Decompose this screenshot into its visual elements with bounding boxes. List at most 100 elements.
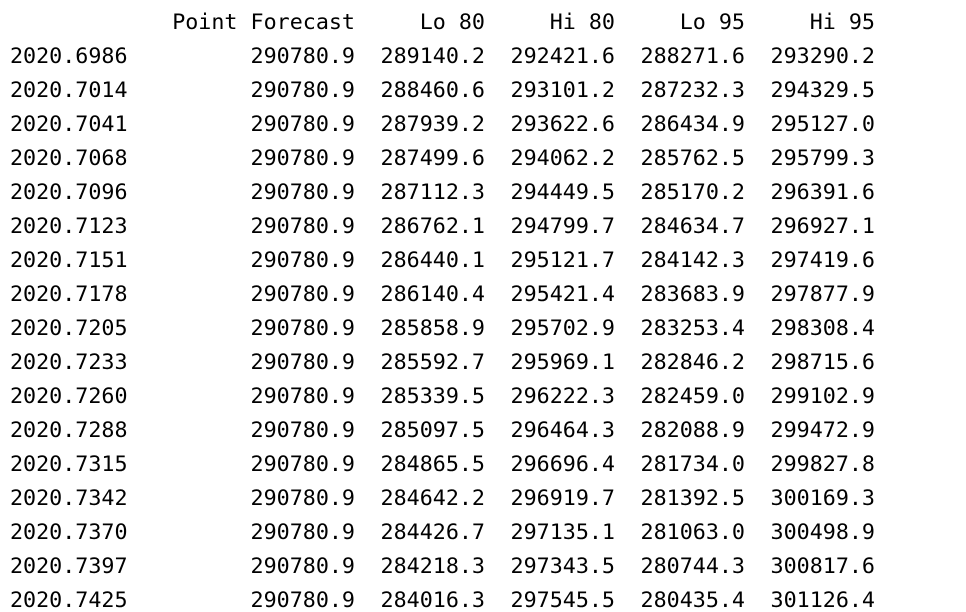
lo-80-cell: 284865.5 <box>380 452 485 477</box>
hi-95-cell: 299102.9 <box>770 384 875 409</box>
lo-95-cell: 288271.6 <box>640 44 745 69</box>
hi-80-cell: 292421.6 <box>510 44 615 69</box>
table-row: 2020.7068 290780.9 287499.6 294062.2 285762.… <box>10 142 875 176</box>
forecast-table: Point Forecast Lo 80 Hi 80 Lo 95 Hi 95 2… <box>10 6 875 612</box>
hi-95-cell: 300498.9 <box>770 520 875 545</box>
hi-80-cell: 296222.3 <box>510 384 615 409</box>
table-row: 2020.7014 290780.9 288460.6 293101.2 287232.… <box>10 74 875 108</box>
point-forecast-cell: 290780.9 <box>250 588 355 612</box>
table-row: 2020.7096 290780.9 287112.3 294449.5 285170.… <box>10 176 875 210</box>
hi-95-cell: 300817.6 <box>770 554 875 579</box>
lo-80-cell: 284642.2 <box>380 486 485 511</box>
lo-80-cell: 289140.2 <box>380 44 485 69</box>
point-forecast-cell: 290780.9 <box>250 282 355 307</box>
hi-80-cell: 296696.4 <box>510 452 615 477</box>
point-forecast-cell: 290780.9 <box>250 214 355 239</box>
point-forecast-cell: 290780.9 <box>250 418 355 443</box>
point-forecast-cell: 290780.9 <box>250 78 355 103</box>
lo-95-cell: 282088.9 <box>640 418 745 443</box>
row-index-cell: 2020.7425 <box>10 588 128 612</box>
hi-80-cell: 294799.7 <box>510 214 615 239</box>
lo-95-cell: 282846.2 <box>640 350 745 375</box>
lo-80-cell: 287112.3 <box>380 180 485 205</box>
lo-80-cell: 285592.7 <box>380 350 485 375</box>
hi-80-cell: 297135.1 <box>510 520 615 545</box>
hi-80-cell: 293101.2 <box>510 78 615 103</box>
hi-95-cell: 296391.6 <box>770 180 875 205</box>
hi-95-cell: 299827.8 <box>770 452 875 477</box>
lo-80-cell: 285339.5 <box>380 384 485 409</box>
hi-95-cell: 298715.6 <box>770 350 875 375</box>
row-index-cell: 2020.7260 <box>10 384 128 409</box>
table-row: 2020.7315 290780.9 284865.5 296696.4 281734.… <box>10 448 875 482</box>
hi-80-cell: 297545.5 <box>510 588 615 612</box>
hi-95-cell: 301126.4 <box>770 588 875 612</box>
point-forecast-cell: 290780.9 <box>250 248 355 273</box>
header-lo-80: Lo 80 <box>419 10 485 35</box>
lo-95-cell: 281734.0 <box>640 452 745 477</box>
lo-95-cell: 284634.7 <box>640 214 745 239</box>
row-index-cell: 2020.7096 <box>10 180 128 205</box>
hi-80-cell: 297343.5 <box>510 554 615 579</box>
hi-95-cell: 298308.4 <box>770 316 875 341</box>
lo-95-cell: 282459.0 <box>640 384 745 409</box>
header-point-forecast: Point Forecast <box>172 10 355 35</box>
row-index-cell: 2020.7288 <box>10 418 128 443</box>
row-index-cell: 2020.7178 <box>10 282 128 307</box>
forecast-table-body: 2020.6986 290780.9 289140.2 292421.6 288271.… <box>10 40 875 612</box>
lo-80-cell: 284426.7 <box>380 520 485 545</box>
table-row: 2020.7178 290780.9 286140.4 295421.4 283683.… <box>10 278 875 312</box>
header-row: Point Forecast Lo 80 Hi 80 Lo 95 Hi 95 <box>10 6 875 40</box>
point-forecast-cell: 290780.9 <box>250 452 355 477</box>
point-forecast-cell: 290780.9 <box>250 486 355 511</box>
row-index-cell: 2020.7041 <box>10 112 128 137</box>
table-row: 2020.7205 290780.9 285858.9 295702.9 283253.… <box>10 312 875 346</box>
table-row: 2020.7151 290780.9 286440.1 295121.7 284142.… <box>10 244 875 278</box>
lo-80-cell: 288460.6 <box>380 78 485 103</box>
hi-80-cell: 296919.7 <box>510 486 615 511</box>
lo-95-cell: 285170.2 <box>640 180 745 205</box>
lo-95-cell: 281063.0 <box>640 520 745 545</box>
lo-80-cell: 285858.9 <box>380 316 485 341</box>
table-row: 2020.7425 290780.9 284016.3 297545.5 280435.… <box>10 584 875 612</box>
hi-80-cell: 294449.5 <box>510 180 615 205</box>
table-row: 2020.7041 290780.9 287939.2 293622.6 286434.… <box>10 108 875 142</box>
hi-80-cell: 295969.1 <box>510 350 615 375</box>
point-forecast-cell: 290780.9 <box>250 350 355 375</box>
header-index <box>10 6 150 40</box>
row-index-cell: 2020.7233 <box>10 350 128 375</box>
hi-80-cell: 293622.6 <box>510 112 615 137</box>
hi-80-cell: 295702.9 <box>510 316 615 341</box>
table-row: 2020.7260 290780.9 285339.5 296222.3 282459.… <box>10 380 875 414</box>
point-forecast-cell: 290780.9 <box>250 316 355 341</box>
table-row: 2020.7233 290780.9 285592.7 295969.1 282846.… <box>10 346 875 380</box>
lo-95-cell: 284142.3 <box>640 248 745 273</box>
hi-80-cell: 295421.4 <box>510 282 615 307</box>
lo-95-cell: 285762.5 <box>640 146 745 171</box>
lo-80-cell: 284218.3 <box>380 554 485 579</box>
table-row: 2020.7342 290780.9 284642.2 296919.7 281392.… <box>10 482 875 516</box>
point-forecast-cell: 290780.9 <box>250 146 355 171</box>
forecast-table-header: Point Forecast Lo 80 Hi 80 Lo 95 Hi 95 <box>10 6 875 40</box>
lo-80-cell: 285097.5 <box>380 418 485 443</box>
hi-80-cell: 296464.3 <box>510 418 615 443</box>
header-hi-95: Hi 95 <box>809 10 875 35</box>
table-row: 2020.7123 290780.9 286762.1 294799.7 284634.… <box>10 210 875 244</box>
prompt-fragment-icon: ― <box>10 0 20 2</box>
point-forecast-cell: 290780.9 <box>250 180 355 205</box>
lo-80-cell: 286762.1 <box>380 214 485 239</box>
lo-95-cell: 287232.3 <box>640 78 745 103</box>
table-row: 2020.7397 290780.9 284218.3 297343.5 280744.… <box>10 550 875 584</box>
table-row: 2020.6986 290780.9 289140.2 292421.6 288271.… <box>10 40 875 74</box>
lo-95-cell: 281392.5 <box>640 486 745 511</box>
hi-95-cell: 295127.0 <box>770 112 875 137</box>
table-row: 2020.7370 290780.9 284426.7 297135.1 281063.… <box>10 516 875 550</box>
hi-95-cell: 299472.9 <box>770 418 875 443</box>
header-lo-95: Lo 95 <box>679 10 745 35</box>
lo-80-cell: 287499.6 <box>380 146 485 171</box>
lo-95-cell: 286434.9 <box>640 112 745 137</box>
lo-80-cell: 286440.1 <box>380 248 485 273</box>
lo-95-cell: 280744.3 <box>640 554 745 579</box>
point-forecast-cell: 290780.9 <box>250 554 355 579</box>
